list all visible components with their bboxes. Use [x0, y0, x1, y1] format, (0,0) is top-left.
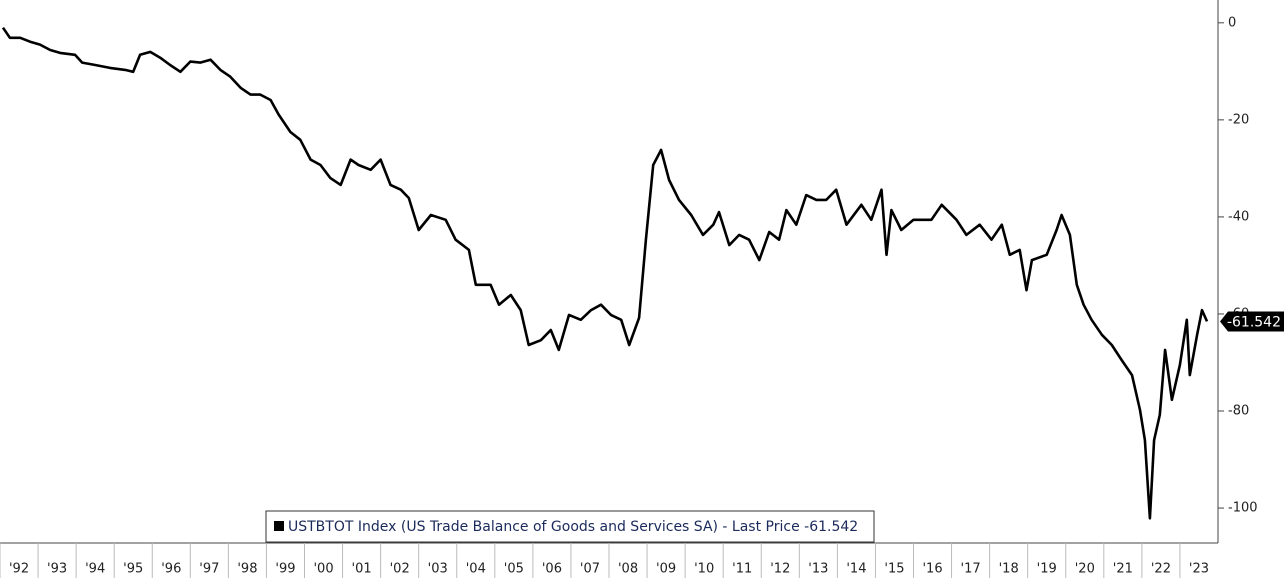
x-tick-label: '99	[275, 562, 295, 577]
y-tick-label: -100	[1228, 501, 1258, 516]
x-tick-label: '13	[808, 562, 828, 577]
x-tick-label: '94	[85, 562, 105, 577]
x-tick-label: '92	[9, 562, 29, 577]
x-tick-label: '00	[313, 562, 333, 577]
x-tick-label: '14	[846, 562, 866, 577]
x-tick-label: '95	[123, 562, 143, 577]
x-tick-label: '09	[656, 562, 676, 577]
y-tick-label: -80	[1228, 404, 1249, 419]
x-tick-label: '15	[884, 562, 904, 577]
x-tick-label: '93	[47, 562, 67, 577]
x-tick-label: '05	[504, 562, 524, 577]
y-tick-label: -40	[1228, 209, 1249, 224]
x-tick-label: '20	[1075, 562, 1095, 577]
x-tick-label: '17	[961, 562, 981, 577]
x-tick-label: '08	[618, 562, 638, 577]
last-price-tag	[1220, 311, 1284, 332]
x-tick-label: '96	[161, 562, 181, 577]
x-tick-label: '04	[466, 562, 486, 577]
x-tick-label: '07	[580, 562, 600, 577]
legend-label: USTBTOT Index (US Trade Balance of Goods…	[288, 519, 858, 535]
x-tick-label: '10	[694, 562, 714, 577]
x-tick-label: '06	[542, 562, 562, 577]
line-series	[1, 26, 1209, 520]
x-tick-label: '16	[922, 562, 942, 577]
x-tick-label: '01	[352, 562, 372, 577]
x-tick-label: '19	[1037, 562, 1057, 577]
y-tick-label: -20	[1228, 112, 1249, 127]
last-price-label: -61.542	[1227, 314, 1281, 330]
legend-last-value: -61.542	[804, 519, 858, 535]
x-tick-label: '11	[732, 562, 752, 577]
x-tick-label: '97	[199, 562, 219, 577]
x-tick-label: '98	[237, 562, 257, 577]
legend-box	[265, 510, 875, 543]
legend-name: USTBTOT Index (US Trade Balance of Goods…	[288, 519, 800, 535]
y-tick-label: 0	[1228, 15, 1236, 30]
x-tick-label: '02	[390, 562, 410, 577]
x-tick-label: '23	[1189, 562, 1209, 577]
x-tick-label: '12	[770, 562, 790, 577]
x-tick-label: '21	[1113, 562, 1133, 577]
legend-swatch	[274, 521, 284, 531]
x-tick-label: '18	[999, 562, 1019, 577]
x-tick-label: '22	[1151, 562, 1171, 577]
x-tick-label: '03	[428, 562, 448, 577]
